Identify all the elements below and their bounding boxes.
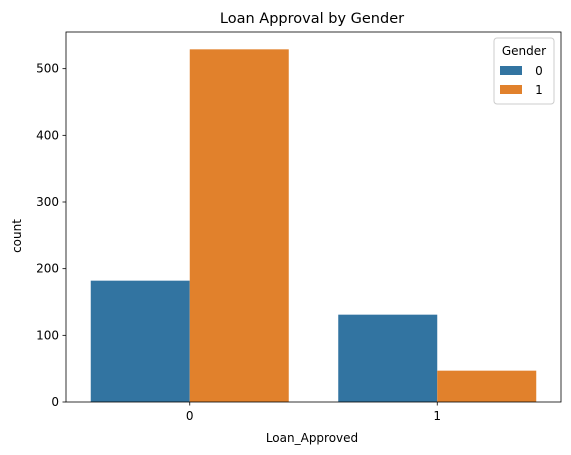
x-tick-label: 0 — [186, 409, 194, 423]
legend-swatch-1 — [500, 85, 522, 94]
bar-1-gender-1 — [437, 370, 537, 402]
y-tick-label: 400 — [36, 128, 59, 142]
chart-title: Loan Approval by Gender — [220, 11, 404, 27]
axes-group: 0 100 200 300 400 500 0 1 — [36, 31, 562, 423]
y-tick-label: 200 — [36, 262, 59, 276]
legend: Gender 0 1 — [493, 37, 555, 105]
y-axis-label: count — [10, 219, 24, 253]
legend-swatch-0 — [500, 66, 522, 75]
legend-label-1: 1 — [535, 83, 543, 97]
bars-group — [90, 49, 537, 402]
x-tick-label: 1 — [433, 409, 441, 423]
bar-1-gender-0 — [338, 314, 438, 402]
y-tick-label: 100 — [36, 328, 59, 342]
plot-frame — [65, 31, 562, 403]
legend-title: Gender — [502, 44, 546, 58]
x-axis-label: Loan_Approved — [266, 431, 358, 445]
bar-0-gender-1 — [189, 49, 289, 402]
y-tick-label: 300 — [36, 195, 59, 209]
legend-label-0: 0 — [535, 64, 543, 78]
bar-0-gender-0 — [90, 280, 190, 402]
y-tick-label: 0 — [51, 395, 59, 409]
y-tick-label: 500 — [36, 62, 59, 76]
